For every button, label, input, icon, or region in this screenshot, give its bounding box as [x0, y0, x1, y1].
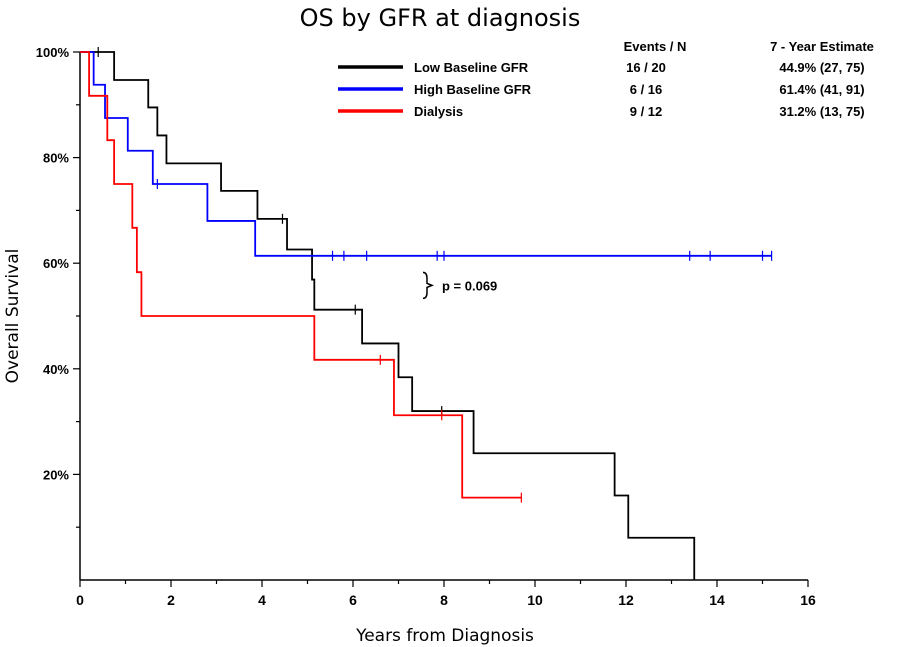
y-tick-label: 60% — [43, 256, 69, 271]
x-tick-label: 8 — [440, 592, 448, 608]
x-tick-label: 0 — [76, 592, 84, 608]
x-tick-label: 16 — [800, 592, 816, 608]
legend-events-n: 9 / 12 — [630, 104, 663, 119]
x-tick-label: 10 — [527, 592, 543, 608]
p-value-label: p = 0.069 — [442, 278, 497, 293]
x-axis-label: Years from Diagnosis — [355, 626, 534, 646]
survival-curve — [80, 51, 772, 257]
chart-title: OS by GFR at diagnosis — [300, 4, 581, 32]
y-tick-label: 40% — [43, 362, 69, 377]
legend-header-events: Events / N — [624, 39, 687, 54]
x-tick-label: 14 — [709, 592, 725, 608]
legend: Events / N 7 - Year Estimate Low Baselin… — [338, 39, 874, 119]
y-tick-label: 20% — [43, 467, 69, 482]
p-value-bracket — [422, 271, 435, 300]
legend-header-estimate: 7 - Year Estimate — [770, 39, 874, 54]
y-tick-label: 100% — [36, 45, 70, 60]
survival-curve — [80, 51, 522, 499]
legend-events-n: 6 / 16 — [630, 82, 663, 97]
axes: 0 2 4 6 8 10 12 14 16 20% 40% 60% 80% 100% — [36, 45, 816, 608]
x-tick-label: 12 — [618, 592, 634, 608]
legend-estimate: 61.4% (41, 91) — [779, 82, 864, 97]
legend-events-n: 16 / 20 — [626, 60, 666, 75]
legend-entry-name: Low Baseline GFR — [414, 60, 529, 75]
y-axis-label: Overall Survival — [3, 249, 23, 384]
legend-estimate: 44.9% (27, 75) — [779, 60, 864, 75]
x-tick-label: 6 — [349, 592, 357, 608]
legend-estimate: 31.2% (13, 75) — [779, 104, 864, 119]
x-tick-label: 2 — [167, 592, 175, 608]
survival-curves — [80, 47, 773, 580]
survival-curve — [80, 51, 696, 580]
p-value-annotation: p = 0.069 — [422, 271, 497, 300]
y-tick-label: 80% — [43, 151, 69, 166]
legend-entry-name: Dialysis — [414, 104, 463, 119]
legend-entry-name: High Baseline GFR — [414, 82, 532, 97]
x-tick-label: 4 — [258, 592, 266, 608]
